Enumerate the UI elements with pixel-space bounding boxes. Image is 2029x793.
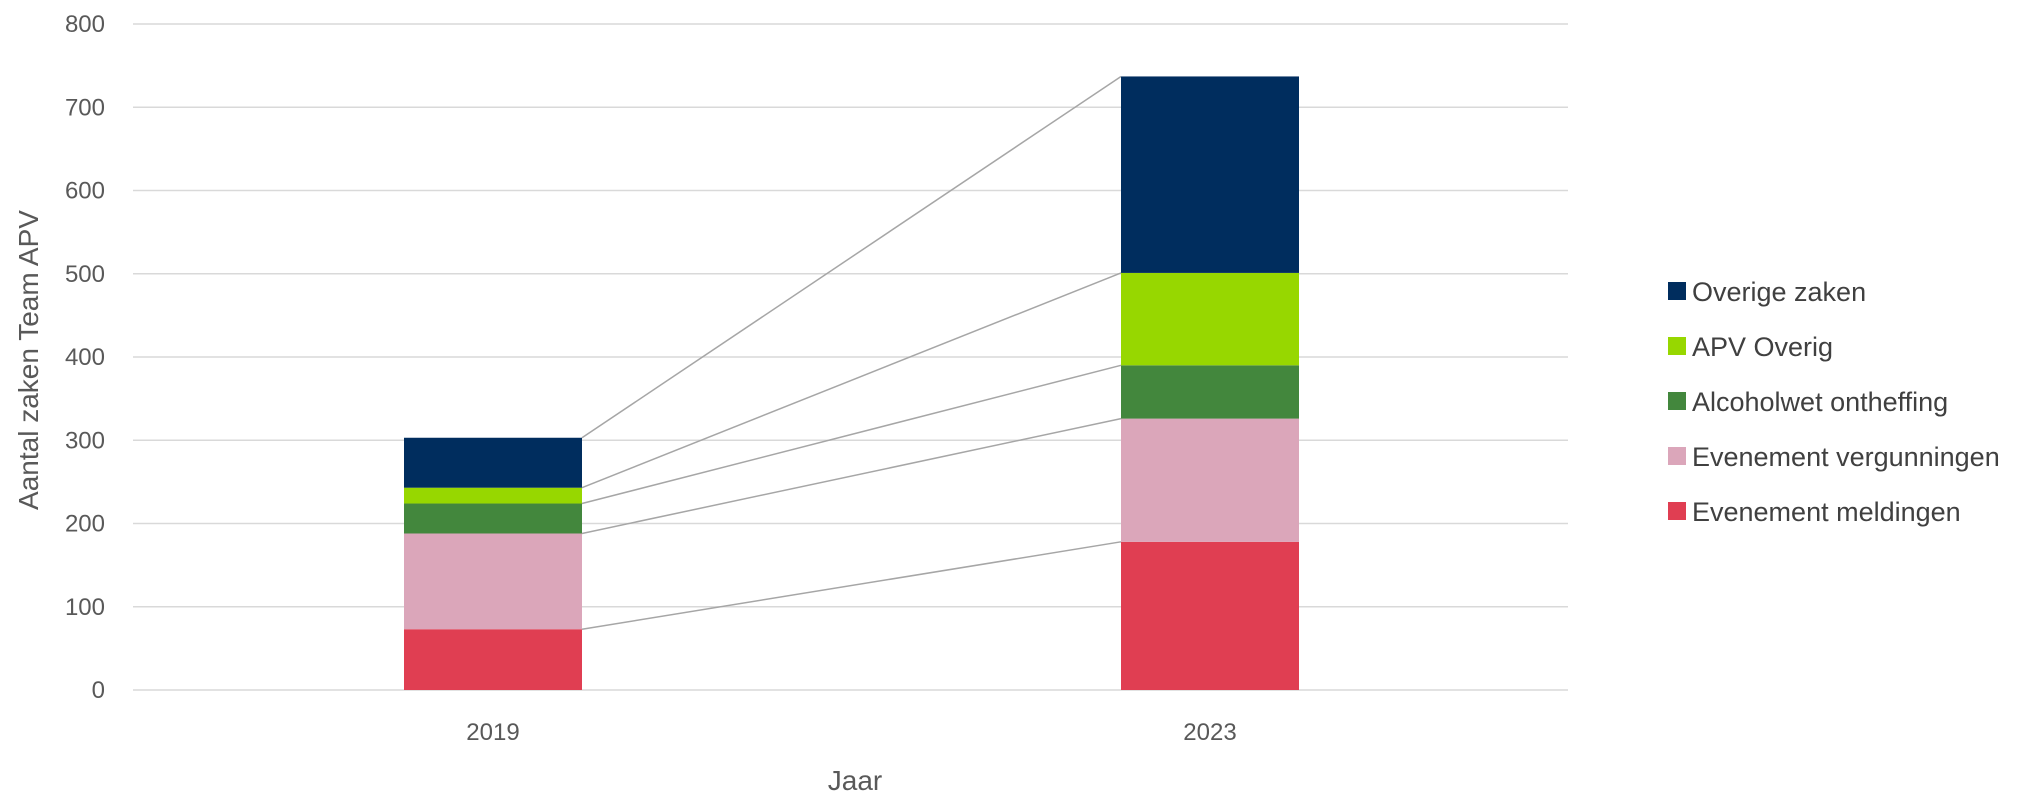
legend-label: Evenement meldingen (1692, 497, 1961, 527)
x-axis-title: Jaar (828, 765, 882, 793)
legend-label: APV Overig (1692, 332, 1833, 362)
bar-segment-2019-2 (404, 503, 582, 534)
y-tick-label: 800 (65, 11, 105, 38)
y-tick-label: 700 (65, 94, 105, 121)
x-tick-label: 2019 (466, 719, 519, 746)
y-tick-label: 100 (65, 594, 105, 621)
y-axis-title: Aantal zaken Team APV (13, 210, 44, 510)
bars (404, 76, 1299, 690)
series-line (581, 541, 1122, 630)
bar-segment-2023-1 (1121, 418, 1299, 542)
legend-swatch (1668, 447, 1686, 465)
y-tick-label: 400 (65, 344, 105, 371)
bar-segment-2023-2 (1121, 365, 1299, 419)
bar-segment-2019-3 (404, 487, 582, 504)
bar-segment-2023-4 (1121, 76, 1299, 273)
y-tick-label: 0 (92, 677, 105, 704)
bar-segment-2019-4 (404, 437, 582, 488)
bar-segment-2023-0 (1121, 541, 1299, 690)
y-tick-label: 500 (65, 261, 105, 288)
bar-segment-2023-3 (1121, 272, 1299, 366)
gridlines (133, 23, 1568, 691)
x-axis-ticks: 2019 2023 (466, 719, 1236, 746)
legend-label: Alcoholwet ontheffing (1692, 387, 1948, 417)
x-tick-label: 2023 (1183, 719, 1236, 746)
legend-swatch (1668, 337, 1686, 355)
y-tick-label: 600 (65, 178, 105, 205)
legend-label: Overige zaken (1692, 277, 1866, 307)
y-tick-label: 200 (65, 511, 105, 538)
series-line (581, 272, 1122, 489)
series-line (581, 364, 1122, 505)
bar-segment-2019-1 (404, 533, 582, 630)
series-lines (581, 75, 1122, 630)
series-line (581, 75, 1122, 439)
legend-label: Evenement vergunningen (1692, 442, 2000, 472)
legend-swatch (1668, 502, 1686, 520)
legend: Overige zaken APV Overig Alcoholwet onthef… (1668, 277, 2000, 527)
bar-segment-2019-0 (404, 629, 582, 690)
y-axis-ticks: 0 100 200 300 400 500 600 700 800 (65, 11, 105, 704)
legend-swatch (1668, 392, 1686, 410)
legend-swatch (1668, 282, 1686, 300)
y-tick-label: 300 (65, 427, 105, 454)
series-line (581, 417, 1122, 535)
